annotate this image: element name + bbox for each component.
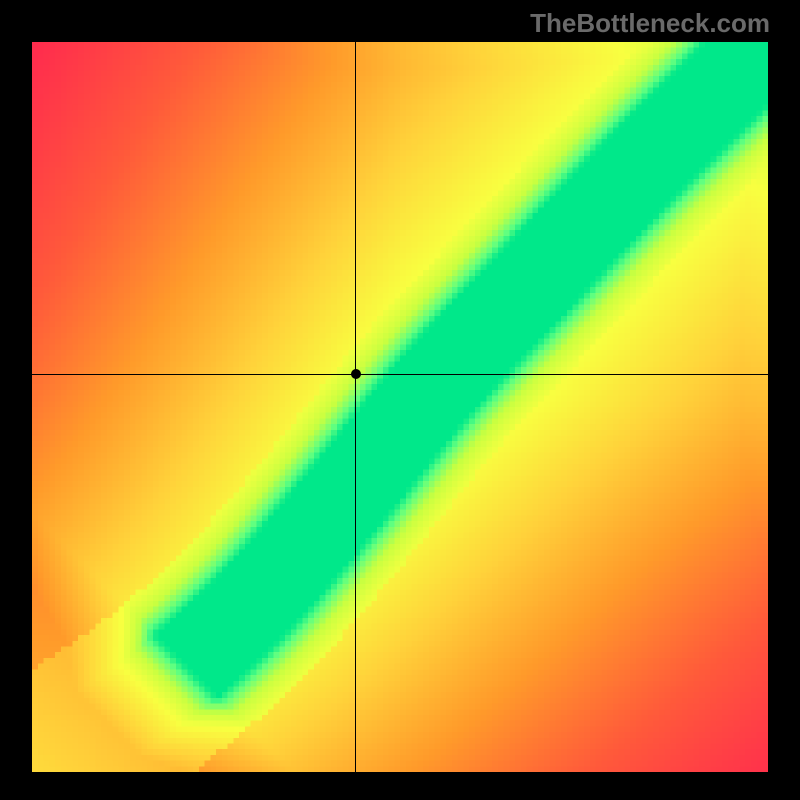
- watermark-text: TheBottleneck.com: [530, 8, 770, 39]
- crosshair-horizontal: [32, 374, 768, 375]
- crosshair-vertical: [355, 42, 356, 772]
- chart-container: TheBottleneck.com: [0, 0, 800, 800]
- heatmap-canvas: [32, 42, 768, 772]
- crosshair-marker: [351, 369, 361, 379]
